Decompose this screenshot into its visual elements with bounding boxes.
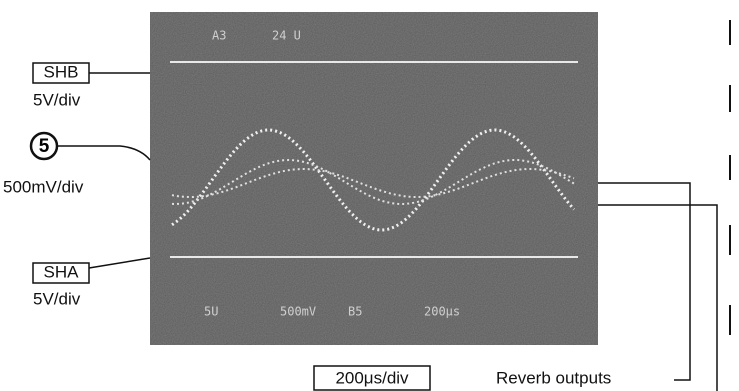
screen-readout: B5: [348, 305, 362, 319]
leader-line: [598, 205, 717, 391]
screen-readout: 500mV: [280, 305, 316, 319]
screen-readout: A3: [212, 29, 226, 43]
scale-label: 5V/div: [33, 90, 81, 109]
scale-label: 5V/div: [33, 289, 81, 308]
reverb-label: Reverb outputs: [496, 368, 611, 387]
leader-line: [57, 146, 150, 160]
scale-label: 500mV/div: [3, 177, 84, 196]
leader-line: [89, 258, 150, 268]
figure: A3 24 U 5U 500mV B5 200μs SHB 5V/div 5 5…: [0, 0, 739, 391]
screen-readout: 200μs: [424, 305, 460, 319]
leader-line: [598, 183, 690, 380]
channel-label: SHA: [44, 262, 80, 281]
screen-readout: 5U: [204, 305, 218, 319]
screen-readout: 24 U: [272, 29, 301, 43]
timebase-label: 200μs/div: [335, 368, 409, 387]
channel-label: 5: [39, 136, 50, 157]
channel-label: SHB: [44, 62, 79, 81]
